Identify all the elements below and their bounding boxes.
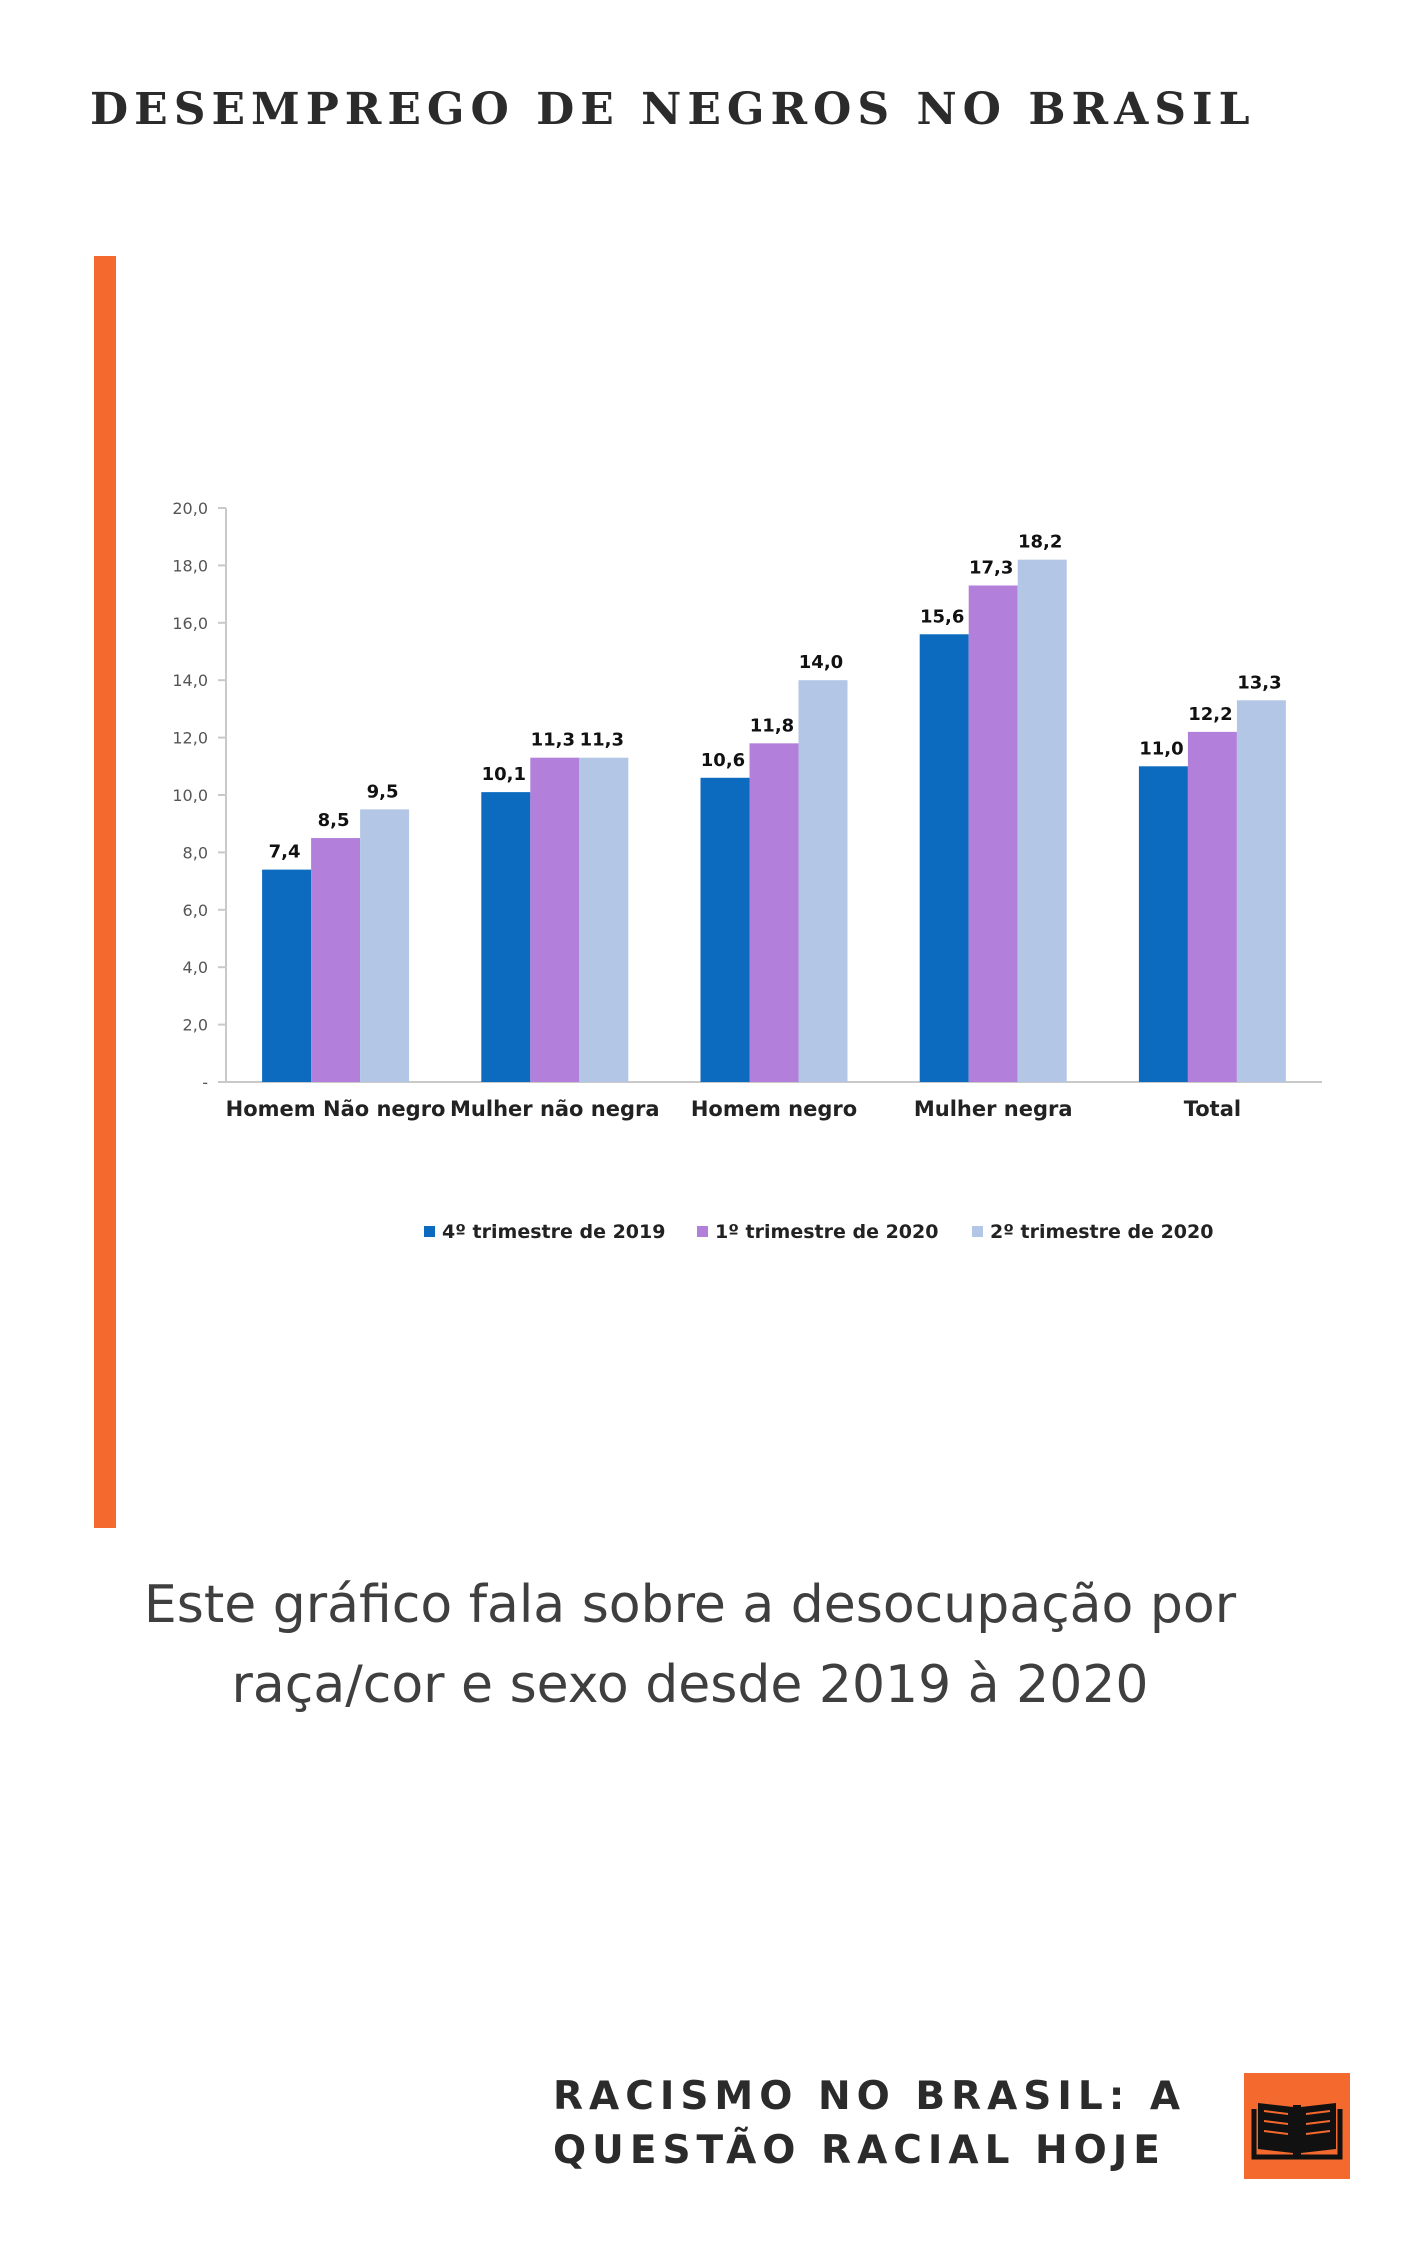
legend-label: 2º trimestre de 2020: [990, 1221, 1213, 1243]
bar-value-label: 13,3: [1237, 672, 1281, 693]
legend-swatch: [697, 1226, 708, 1237]
y-tick-label: 16,0: [172, 614, 208, 633]
accent-bar: [94, 256, 116, 1528]
footer-title: RACISMO NO BRASIL: A QUESTÃO RACIAL HOJE: [553, 2074, 1187, 2173]
bar: [481, 792, 531, 1082]
bar: [798, 680, 848, 1082]
chart-caption: Este gráfico fala sobre a desocupação po…: [143, 1575, 1237, 1715]
y-tick-label: 8,0: [183, 843, 208, 862]
open-book-icon: [1244, 2073, 1350, 2179]
bar: [1187, 731, 1237, 1082]
bar-value-label: 8,5: [318, 810, 350, 831]
bar: [579, 757, 629, 1082]
bar-value-label: 11,3: [531, 730, 575, 751]
bar: [919, 634, 969, 1082]
x-category-label: Homem Não negro: [226, 1097, 446, 1121]
bar-value-label: 11,3: [580, 730, 624, 751]
x-category-label: Mulher negra: [914, 1097, 1073, 1121]
unemployment-bar-chart: - 2,0 4,0 6,0 8,0 10,0 12,0 14,0 16,0 18,0 20,0 7,4…: [172, 499, 1322, 1243]
page-title: DESEMPREGO DE NEGROS NO BRASIL: [90, 84, 1256, 135]
bar: [700, 777, 750, 1082]
bar: [262, 869, 312, 1082]
bar-value-label: 10,6: [701, 750, 745, 771]
x-category-label: Total: [1184, 1097, 1241, 1121]
legend-label: 4º trimestre de 2019: [442, 1221, 665, 1243]
bar: [1017, 559, 1067, 1082]
bar: [1236, 700, 1286, 1082]
y-tick-label: -: [202, 1073, 208, 1092]
bar-value-label: 11,0: [1139, 738, 1183, 759]
x-category-label: Homem negro: [691, 1097, 857, 1121]
bar-value-label: 18,2: [1018, 532, 1062, 553]
bar-value-label: 10,1: [482, 764, 526, 785]
bar: [1138, 766, 1188, 1082]
bar-value-label: 14,0: [799, 652, 843, 673]
bar-value-label: 7,4: [269, 842, 301, 863]
y-tick-label: 12,0: [172, 729, 208, 748]
y-tick-label: 6,0: [183, 901, 208, 920]
y-tick-label: 18,0: [172, 556, 208, 575]
x-category-label: Mulher não negra: [450, 1097, 660, 1121]
legend-label: 1º trimestre de 2020: [715, 1221, 938, 1243]
y-tick-label: 20,0: [172, 499, 208, 518]
bar: [311, 838, 361, 1082]
y-tick-label: 2,0: [183, 1016, 208, 1035]
bar-value-label: 11,8: [750, 715, 794, 736]
legend-swatch: [972, 1226, 983, 1237]
bar: [360, 809, 410, 1082]
bar-value-label: 17,3: [969, 557, 1013, 578]
bar: [530, 757, 580, 1082]
bar-value-label: 9,5: [367, 781, 399, 802]
bar: [749, 743, 799, 1082]
y-tick-label: 4,0: [183, 958, 208, 977]
bar-value-label: 15,6: [920, 606, 964, 627]
legend-swatch: [424, 1226, 435, 1237]
bar-value-label: 12,2: [1188, 704, 1232, 725]
y-tick-label: 14,0: [172, 671, 208, 690]
bar: [968, 585, 1018, 1082]
y-tick-label: 10,0: [172, 786, 208, 805]
